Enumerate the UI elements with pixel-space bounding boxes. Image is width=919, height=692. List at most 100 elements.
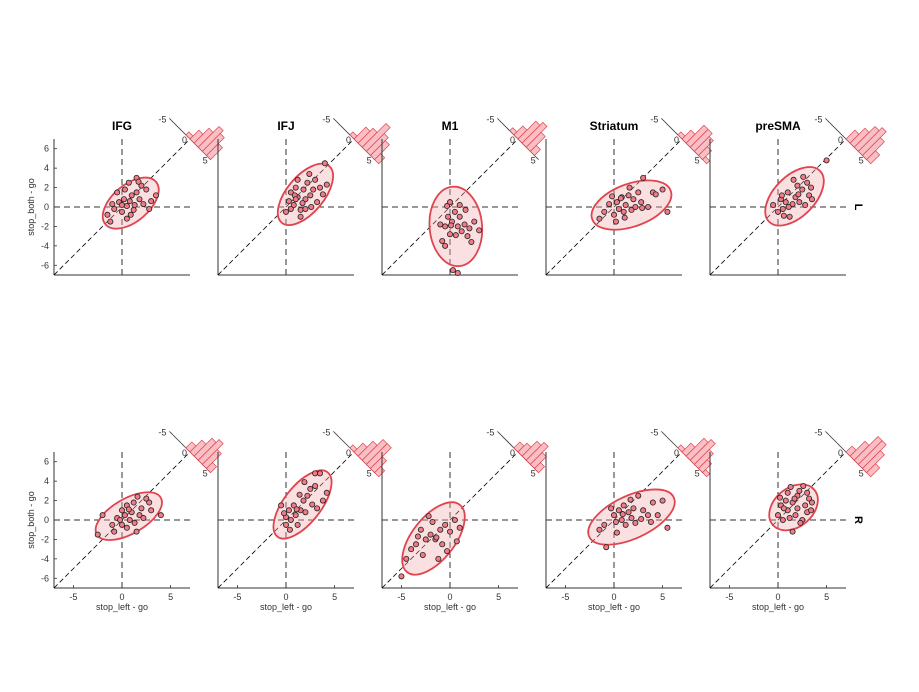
- data-point: [119, 507, 126, 514]
- data-point: [414, 533, 421, 540]
- hist-tick-label: -5: [322, 427, 330, 437]
- panel-ifg-r: -6 -4 -2 0 2 4 6 -5 0 5 -5 0 5 stop_left - go stop_bot…: [26, 427, 224, 612]
- data-point: [297, 213, 304, 220]
- data-point: [795, 191, 802, 198]
- data-point: [778, 192, 785, 199]
- hist-tick-label: 5: [531, 469, 536, 479]
- data-point: [447, 222, 454, 229]
- data-point: [615, 205, 622, 212]
- data-point: [302, 205, 309, 212]
- data-point: [618, 517, 625, 524]
- data-point: [143, 495, 150, 502]
- data-point: [152, 192, 159, 199]
- data-point: [621, 214, 628, 221]
- x-tick-label: 5: [496, 592, 501, 602]
- identity-line: [217, 138, 355, 276]
- data-point: [454, 223, 461, 230]
- data-point: [451, 208, 458, 215]
- data-point: [287, 205, 294, 212]
- data-point: [125, 506, 132, 513]
- data-point: [649, 499, 656, 506]
- data-point: [652, 191, 659, 198]
- data-point: [146, 499, 153, 506]
- data-point: [417, 526, 424, 533]
- data-point: [627, 496, 634, 503]
- panel-striatum-r: -5 0 5 -5 0 5 stop_left - go: [545, 427, 716, 612]
- data-point: [119, 521, 126, 528]
- data-point: [596, 215, 603, 222]
- data-point: [445, 213, 452, 220]
- data-point: [775, 512, 782, 519]
- hist-tick-label: -5: [650, 114, 658, 124]
- data-point: [319, 497, 326, 504]
- data-point: [307, 192, 314, 199]
- data-point: [775, 208, 782, 215]
- x-axis-label: stop_left - go: [96, 602, 148, 612]
- data-point: [608, 505, 615, 512]
- y-tick-label: -2: [41, 534, 49, 544]
- data-point: [136, 512, 143, 519]
- data-point: [304, 492, 311, 499]
- data-point: [292, 184, 299, 191]
- data-point: [640, 507, 647, 514]
- hist-tick-label: 0: [674, 448, 679, 458]
- data-point: [784, 489, 791, 496]
- y-tick-label: -6: [41, 260, 49, 270]
- data-point: [94, 531, 101, 538]
- data-point: [126, 517, 133, 524]
- data-point: [635, 492, 642, 499]
- data-point: [131, 519, 138, 526]
- hist-bar: [201, 449, 222, 469]
- y-tick-label: 4: [44, 476, 49, 486]
- panel-m1-r: -5 0 5 -5 0 5 stop_left - go: [381, 427, 549, 612]
- hist-bar: [525, 441, 549, 465]
- data-point: [296, 491, 303, 498]
- data-point: [791, 495, 798, 502]
- data-point: [138, 182, 145, 189]
- data-point: [659, 186, 666, 193]
- panel-presma-l: -5 0 5 preSMA: [709, 114, 887, 276]
- data-point: [659, 497, 666, 504]
- identity-line: [709, 138, 847, 276]
- data-point: [408, 546, 415, 553]
- data-point: [612, 518, 619, 525]
- data-point: [780, 505, 787, 512]
- data-point: [148, 507, 155, 514]
- x-tick-label: -5: [233, 592, 241, 602]
- hist-tick-label: 0: [838, 135, 843, 145]
- data-point: [285, 507, 292, 514]
- data-point: [126, 198, 133, 205]
- data-point: [823, 157, 830, 164]
- x-tick-label: 0: [775, 592, 780, 602]
- data-point: [321, 160, 328, 167]
- hist-tick-label: 0: [510, 448, 515, 458]
- hist-tick-label: -5: [650, 427, 658, 437]
- data-point: [466, 225, 473, 232]
- hist-bar: [697, 146, 713, 161]
- data-point: [797, 519, 804, 526]
- data-point: [785, 203, 792, 210]
- data-point: [461, 221, 468, 228]
- data-point: [786, 515, 793, 522]
- y-axis-label: stop_both - go: [26, 178, 36, 236]
- data-point: [780, 212, 787, 219]
- hist-bar: [857, 440, 887, 469]
- hist-bar: [365, 133, 389, 156]
- data-point: [286, 526, 293, 533]
- hist-tick-label: 0: [674, 135, 679, 145]
- data-point: [302, 509, 309, 516]
- data-point: [786, 213, 793, 220]
- data-point: [796, 199, 803, 206]
- data-point: [784, 189, 791, 196]
- hist-bar: [197, 438, 224, 465]
- data-point: [622, 202, 629, 209]
- panel-m1-l: -5 0 5 M1: [381, 114, 548, 277]
- data-point: [437, 526, 444, 533]
- data-point: [442, 521, 449, 528]
- data-point: [157, 512, 164, 519]
- data-point: [647, 518, 654, 525]
- hist-bar: [361, 122, 391, 152]
- data-point: [120, 196, 127, 203]
- hist-tick-label: 5: [695, 156, 700, 166]
